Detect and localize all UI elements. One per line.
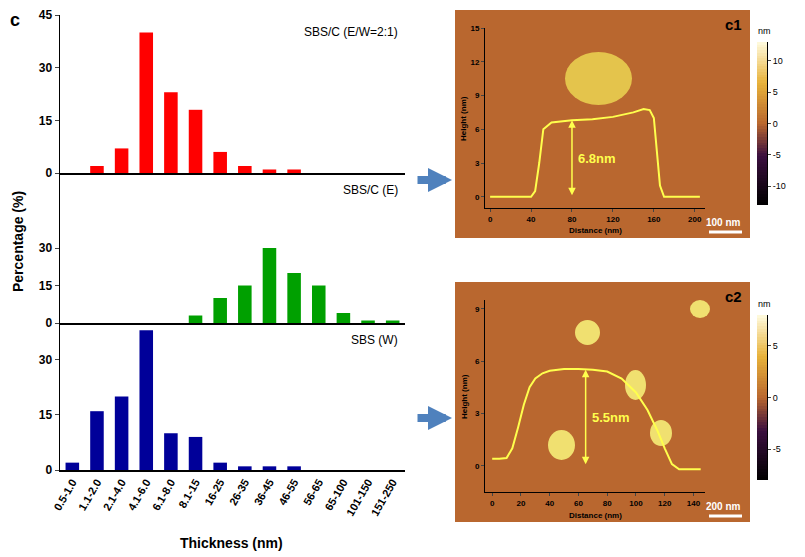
svg-text:140: 140	[687, 499, 701, 508]
svg-text:SBS/C (E): SBS/C (E)	[343, 183, 398, 197]
svg-text:30: 30	[39, 241, 53, 255]
svg-text:3: 3	[475, 159, 480, 168]
svg-text:30: 30	[39, 353, 53, 367]
svg-text:36-45: 36-45	[251, 477, 275, 507]
svg-text:c: c	[10, 10, 20, 30]
svg-text:80: 80	[568, 215, 577, 224]
svg-text:40: 40	[545, 499, 554, 508]
svg-text:Thickness (nm): Thickness (nm)	[180, 535, 283, 551]
svg-text:9: 9	[475, 305, 480, 314]
svg-text:Distance (nm): Distance (nm)	[569, 226, 622, 235]
svg-text:-5: -5	[773, 444, 781, 454]
svg-text:6.1-8.0: 6.1-8.0	[150, 477, 178, 513]
svg-text:0: 0	[488, 215, 493, 224]
svg-text:56-65: 56-65	[301, 477, 325, 507]
svg-text:15: 15	[39, 114, 53, 128]
svg-text:0.5-1.0: 0.5-1.0	[51, 477, 79, 513]
svg-text:15: 15	[39, 279, 53, 293]
svg-text:5: 5	[773, 87, 778, 97]
svg-text:6: 6	[475, 125, 480, 134]
svg-text:120: 120	[606, 215, 620, 224]
svg-text:40: 40	[527, 215, 536, 224]
svg-text:15: 15	[470, 24, 479, 33]
svg-text:5: 5	[773, 341, 778, 351]
svg-text:12: 12	[470, 58, 479, 67]
svg-text:160: 160	[647, 215, 661, 224]
svg-text:Percentage (%): Percentage (%)	[10, 191, 26, 292]
svg-text:65-100: 65-100	[322, 477, 350, 513]
svg-text:SBS/C (E/W=2:1): SBS/C (E/W=2:1)	[304, 25, 398, 39]
svg-text:-5: -5	[773, 150, 781, 160]
svg-text:0: 0	[45, 463, 52, 477]
svg-text:c2: c2	[725, 288, 742, 305]
svg-text:100 nm: 100 nm	[706, 217, 741, 228]
svg-text:Height (nm): Height (nm)	[460, 374, 469, 419]
svg-text:80: 80	[603, 499, 612, 508]
svg-text:0: 0	[773, 393, 778, 403]
svg-text:SBS (W): SBS (W)	[351, 333, 398, 347]
svg-text:60: 60	[574, 499, 583, 508]
svg-text:-10: -10	[773, 181, 786, 191]
svg-text:3: 3	[475, 409, 480, 418]
svg-text:1.1-2.0: 1.1-2.0	[76, 477, 104, 513]
svg-text:5.5nm: 5.5nm	[592, 410, 630, 425]
svg-text:0: 0	[475, 462, 480, 471]
svg-text:c1: c1	[725, 16, 742, 33]
svg-text:15: 15	[39, 408, 53, 422]
svg-text:0: 0	[45, 166, 52, 180]
svg-text:101-150: 101-150	[344, 477, 375, 518]
svg-text:Distance (nm): Distance (nm)	[569, 511, 622, 520]
svg-text:45: 45	[39, 8, 53, 22]
svg-text:6: 6	[475, 357, 480, 366]
svg-text:0: 0	[45, 316, 52, 330]
svg-text:Height (nm): Height (nm)	[459, 96, 468, 141]
svg-text:nm: nm	[758, 299, 771, 309]
svg-text:200 nm: 200 nm	[706, 501, 741, 512]
svg-text:46-55: 46-55	[276, 477, 300, 507]
svg-text:151-250: 151-250	[369, 477, 400, 518]
svg-text:nm: nm	[758, 26, 771, 36]
svg-text:20: 20	[516, 499, 525, 508]
svg-text:8.1-15: 8.1-15	[176, 477, 202, 510]
svg-text:100: 100	[629, 499, 643, 508]
svg-text:16-25: 16-25	[202, 477, 226, 507]
svg-text:120: 120	[658, 499, 672, 508]
svg-text:9: 9	[475, 91, 480, 100]
svg-text:4.1-6.0: 4.1-6.0	[125, 477, 153, 513]
svg-text:0: 0	[490, 499, 495, 508]
svg-text:2.1-4.0: 2.1-4.0	[101, 477, 129, 513]
svg-text:0: 0	[773, 119, 778, 129]
svg-text:26-35: 26-35	[227, 477, 251, 507]
svg-text:30: 30	[39, 61, 53, 75]
svg-text:6.8nm: 6.8nm	[578, 151, 616, 166]
svg-text:10: 10	[773, 56, 783, 66]
svg-text:200: 200	[688, 215, 702, 224]
svg-text:0: 0	[475, 193, 480, 202]
